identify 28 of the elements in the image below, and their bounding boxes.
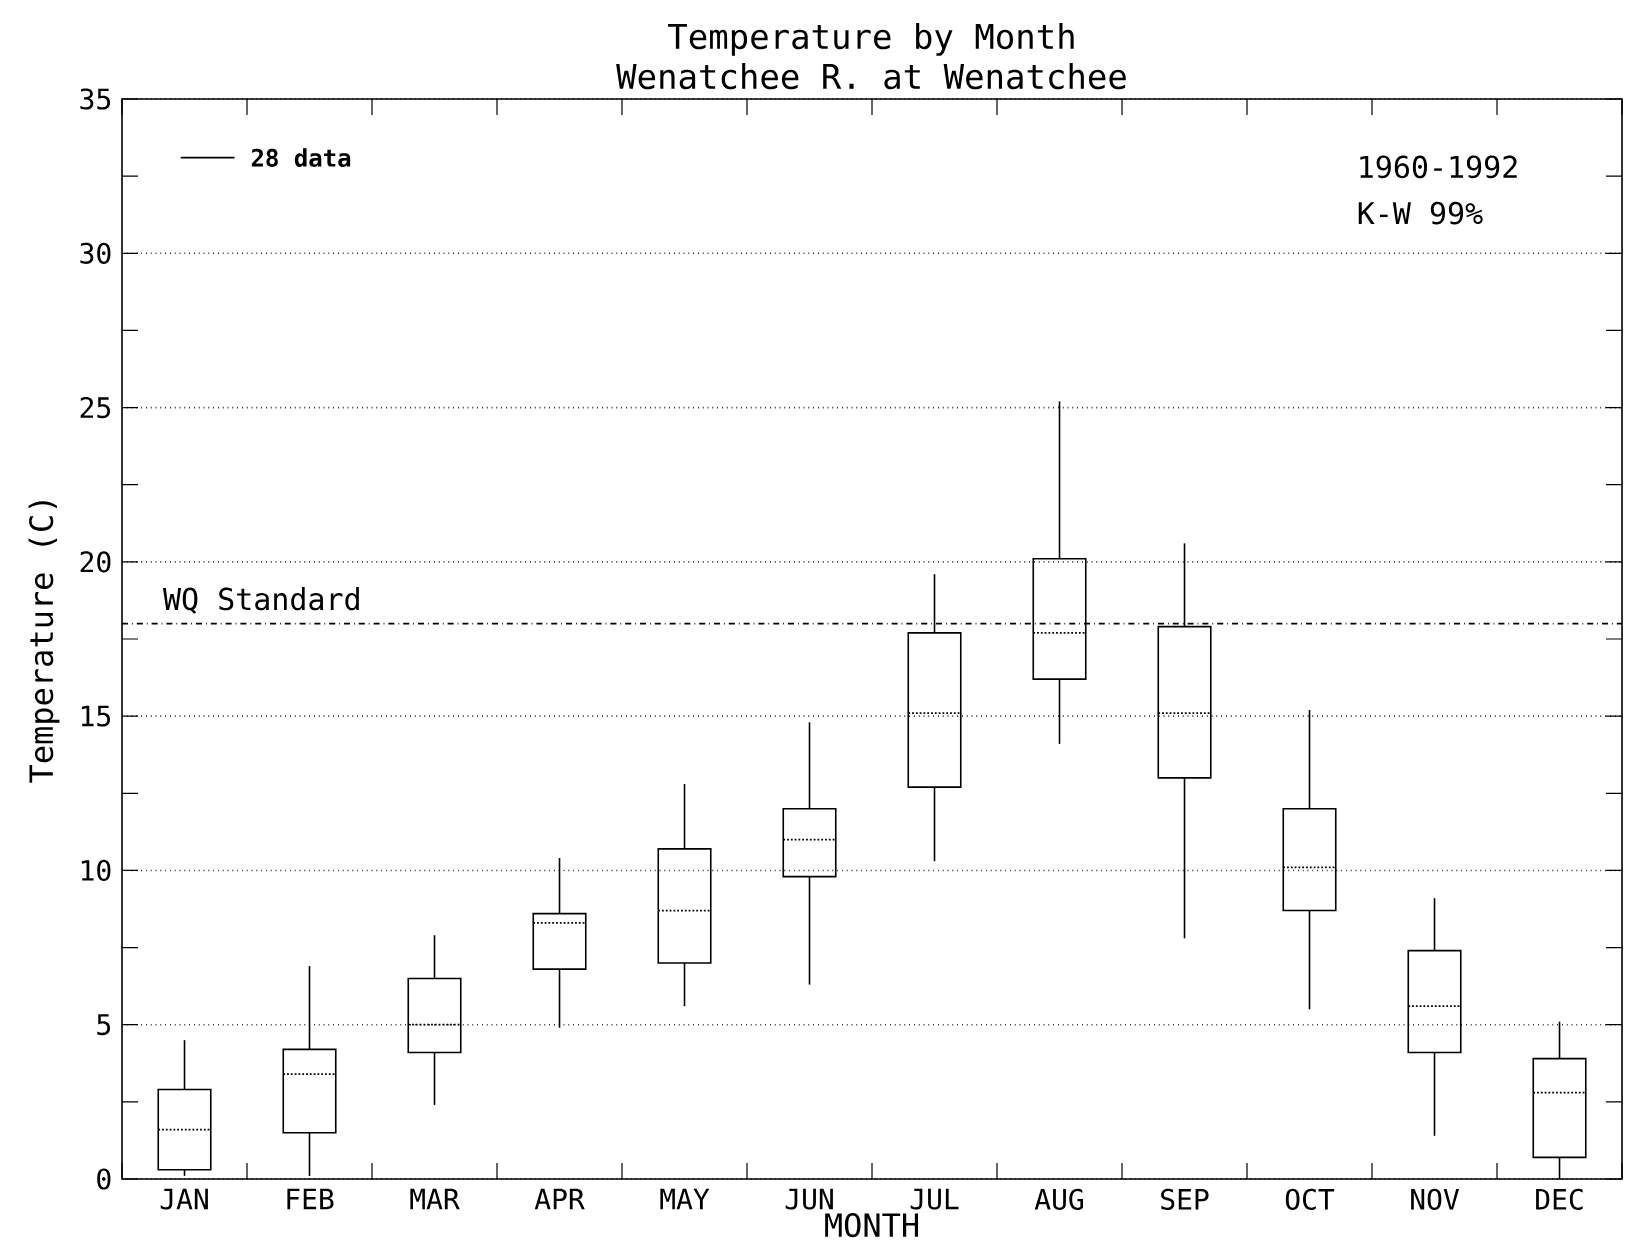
chart-subtitle: Wenatchee R. at Wenatchee [616,62,1126,90]
y-tick-label: 35 [80,88,111,110]
x-tick-label: NOV [1411,1188,1460,1210]
y-tick-label: 25 [80,396,111,419]
x-tick-label: SEP [1161,1188,1209,1210]
x-tick-label: JUL [910,1188,959,1210]
annotation: 28 data [251,148,351,167]
ref-line-label: WQ Standard [162,587,359,614]
x-tick-label: FEB [287,1188,334,1210]
x-tick-label: AUG [1034,1188,1084,1210]
y-tick-label: 15 [81,705,111,727]
annotation: K-W 99% [1358,201,1483,225]
chart-title: Temperature by Month [668,22,1074,56]
y-tick-label: 20 [80,551,111,573]
x-tick-label: JAN [160,1188,208,1210]
x-tick-label: JUN [785,1188,833,1210]
y-tick-label: 10 [81,859,111,882]
y-tick-label: 0 [97,1168,111,1190]
x-tick-label: DEC [1536,1188,1583,1210]
y-tick-label: 30 [80,242,111,264]
x-tick-label: APR [534,1188,585,1210]
x-tick-label: MAY [660,1188,710,1210]
y-axis-title: Temperature (C) [28,501,60,783]
x-axis-title: MONTH [825,1212,919,1238]
x-tick-label: MAR [410,1188,460,1210]
y-tick-label: 5 [97,1014,111,1036]
x-tick-label: OCT [1285,1188,1335,1210]
annotation: 1960-1992 [1360,155,1517,179]
